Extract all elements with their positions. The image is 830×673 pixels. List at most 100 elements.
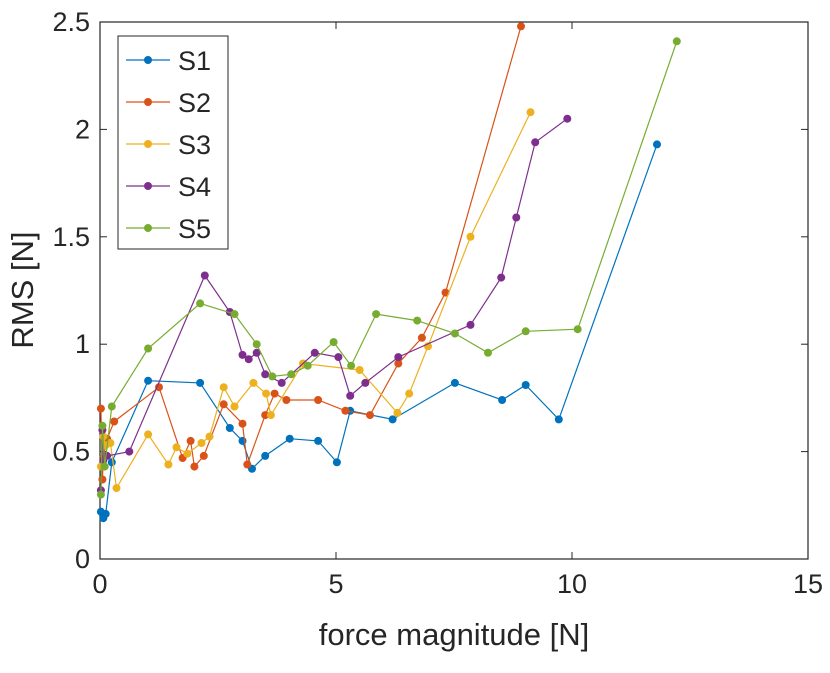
- data-point: [388, 415, 397, 424]
- data-point: [96, 404, 105, 413]
- legend-marker: [144, 98, 152, 106]
- data-point: [96, 490, 105, 499]
- data-point: [405, 389, 414, 398]
- x-tick-label: 10: [557, 569, 587, 599]
- legend-marker: [144, 140, 152, 148]
- data-point: [164, 460, 173, 469]
- data-point: [282, 396, 291, 404]
- data-point: [521, 327, 530, 336]
- legend-marker: [144, 56, 152, 64]
- data-point: [672, 37, 681, 46]
- data-point: [521, 381, 530, 389]
- data-point: [268, 372, 277, 381]
- data-point: [573, 325, 582, 334]
- data-point: [287, 370, 296, 379]
- data-point: [346, 391, 355, 400]
- data-point: [172, 443, 181, 452]
- data-point: [554, 415, 563, 424]
- data-point: [110, 417, 119, 426]
- axis-ticks: 0 5 10 15 0 0.5 1 1.5 2 2.5: [52, 7, 823, 599]
- data-point: [261, 411, 270, 420]
- data-point: [197, 439, 206, 447]
- data-point: [196, 299, 205, 308]
- data-point: [200, 271, 209, 280]
- legend-label: S4: [178, 172, 211, 202]
- data-point: [98, 421, 107, 430]
- y-tick-label: 0: [75, 544, 90, 574]
- data-point: [285, 434, 294, 443]
- data-point: [329, 338, 338, 347]
- data-point: [466, 320, 475, 329]
- data-point: [341, 406, 350, 415]
- data-point: [107, 458, 116, 467]
- data-point: [413, 316, 422, 325]
- data-point: [450, 378, 459, 387]
- y-tick-label: 0.5: [52, 437, 90, 467]
- data-point: [653, 140, 661, 149]
- data-point: [112, 484, 121, 493]
- x-tick-label: 0: [92, 569, 107, 599]
- series-s1: [96, 140, 661, 523]
- x-axis-label: force magnitude [N]: [319, 617, 590, 652]
- data-point: [103, 451, 112, 460]
- data-point: [517, 22, 525, 31]
- data-point: [332, 458, 341, 467]
- data-point: [261, 451, 270, 460]
- data-point: [244, 355, 253, 364]
- data-point: [98, 475, 107, 484]
- legend-label: S2: [178, 88, 211, 118]
- data-point: [252, 340, 261, 349]
- data-point: [183, 449, 192, 458]
- series-line: [100, 41, 678, 495]
- legend-label: S1: [178, 46, 211, 76]
- data-point: [394, 359, 403, 368]
- data-point: [125, 447, 134, 456]
- data-point: [238, 350, 247, 359]
- data-point: [205, 432, 214, 441]
- data-point: [144, 376, 153, 385]
- data-point: [100, 462, 109, 471]
- data-point: [190, 462, 199, 471]
- legend-marker: [144, 182, 152, 190]
- y-axis-label: RMS [N]: [5, 231, 40, 348]
- data-point: [394, 353, 403, 362]
- data-point: [219, 383, 228, 392]
- legend: S1 S2 S3 S4 S5: [117, 35, 229, 250]
- data-point: [261, 370, 270, 379]
- data-point: [230, 310, 239, 319]
- data-point: [512, 213, 521, 222]
- data-point: [107, 402, 116, 411]
- data-point: [106, 439, 115, 447]
- data-point: [238, 419, 247, 428]
- data-point: [270, 389, 279, 398]
- series-layer: [96, 22, 681, 523]
- data-point: [101, 509, 110, 518]
- legend-label: S3: [178, 130, 211, 160]
- data-point: [355, 366, 364, 374]
- data-point: [155, 383, 163, 392]
- data-point: [230, 402, 239, 411]
- legend-box: [117, 35, 229, 250]
- series-s5: [96, 37, 681, 499]
- data-point: [484, 348, 492, 357]
- data-point: [252, 348, 261, 357]
- y-tick-label: 2: [75, 114, 90, 144]
- data-point: [450, 329, 459, 338]
- data-point: [243, 460, 252, 469]
- data-point: [347, 361, 356, 370]
- data-point: [466, 232, 475, 241]
- data-point: [310, 348, 319, 357]
- x-tick-label: 5: [328, 569, 343, 599]
- x-tick-label: 15: [793, 569, 823, 599]
- data-point: [262, 389, 271, 398]
- legend-label: S5: [178, 214, 211, 244]
- y-tick-label: 2.5: [52, 7, 90, 37]
- data-point: [526, 108, 535, 117]
- series-line: [100, 144, 658, 520]
- data-point: [266, 411, 275, 420]
- data-point: [314, 396, 323, 404]
- data-point: [219, 400, 228, 409]
- data-point: [196, 378, 205, 387]
